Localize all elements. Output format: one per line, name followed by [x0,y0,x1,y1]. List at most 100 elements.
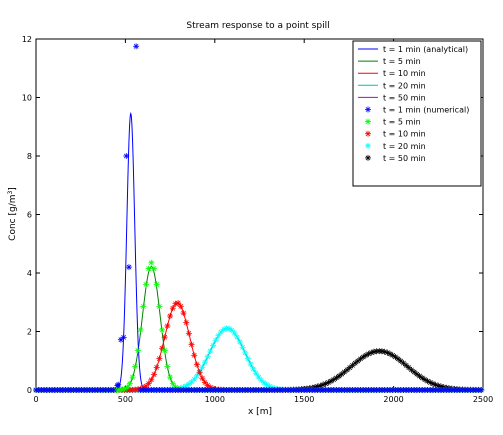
data-point-marker [242,349,249,356]
data-point-marker [185,330,192,337]
legend-label: t = 20 min [383,142,426,151]
y-tick-label: 10 [22,94,32,103]
data-point-marker [145,380,152,387]
x-tick-label: 2000 [383,395,403,404]
legend-label: t = 50 min [383,93,426,102]
y-tick-label: 4 [27,269,32,278]
data-point-marker [159,326,166,333]
data-point-marker [381,348,388,355]
legend-label: t = 10 min [383,69,426,78]
data-point-marker [145,265,152,272]
data-point-marker [156,303,163,310]
data-point-marker [175,300,182,307]
data-point-marker [151,371,158,378]
data-point-marker [123,153,130,159]
data-point-marker [252,370,259,377]
data-point-marker [239,344,246,351]
data-point-marker [244,355,251,362]
data-point-marker [218,329,225,336]
data-point-marker [167,312,174,319]
data-point-marker [148,376,155,383]
data-point-marker [231,330,238,337]
legend-label: t = 20 min [383,81,426,90]
x-tick-label: 500 [118,395,133,404]
y-axis-label-end: ] [8,187,18,191]
legend-marker-swatch [365,118,371,125]
data-point-marker [156,355,163,362]
data-point-marker [120,334,127,341]
legend-box [352,40,482,187]
legend-label: t = 5 min [383,118,421,127]
legend-item: t = 10 min [358,69,426,78]
data-point-marker [207,348,214,355]
legend-item: t = 5 min [358,57,421,66]
data-point-marker [196,369,203,376]
legend-item: t = 20 min [358,81,426,90]
data-point-marker [416,373,423,380]
data-point-marker [204,353,211,360]
y-tick-label: 2 [27,328,32,337]
marker-series [33,43,485,393]
series-markers [33,43,485,393]
legend-item: t = 1 min (analytical) [358,45,468,54]
x-tick-label: 1000 [205,395,225,404]
y-tick-label: 0 [27,386,32,395]
data-point-marker [236,338,243,345]
data-point-marker [247,360,254,367]
data-point-marker [210,342,217,349]
data-point-marker [153,281,160,288]
data-point-marker [183,319,190,326]
data-point-marker [212,337,219,344]
data-point-marker [164,363,171,370]
legend-item: t = 5 min [365,118,421,127]
data-point-marker [132,363,139,370]
data-point-marker [164,322,171,329]
data-point-marker [153,364,160,371]
x-tick-label: 0 [33,395,38,404]
data-point-marker [362,352,369,359]
data-point-marker [193,372,200,379]
data-point-marker [395,355,402,362]
legend-item: t = 50 min [365,154,426,163]
data-point-marker [140,303,147,310]
legend-item: t = 1 min (numerical) [365,106,469,115]
data-point-marker [167,374,174,381]
legend-label: t = 5 min [383,57,421,66]
data-point-marker [115,381,122,388]
y-axis-label: Conc [g/m3] [7,187,18,241]
data-point-marker [129,374,136,381]
legend-label: t = 50 min [383,154,426,163]
data-point-marker [432,381,439,388]
data-point-marker [161,347,168,354]
data-point-marker [161,334,168,341]
data-point-marker [199,364,206,371]
data-point-marker [250,365,257,372]
legend-label: t = 1 min (analytical) [383,45,468,54]
data-point-marker [169,380,176,387]
legend-marker-swatch [365,130,371,137]
data-point-marker [142,281,149,288]
legend-marker-swatch [365,154,371,161]
legend-item: t = 10 min [365,130,426,139]
data-point-marker [180,310,187,317]
data-point-marker [151,265,158,272]
legend: t = 1 min (analytical) t = 5 min t = 10 mi… [352,40,482,187]
data-point-marker [201,359,208,366]
legend-item: t = 50 min [358,93,426,102]
y-tick-label: 6 [27,211,32,220]
data-point-marker [110,387,117,393]
data-point-marker [177,303,184,310]
data-point-marker [134,347,141,354]
data-point-marker [215,332,222,339]
data-point-marker [199,375,206,382]
legend-label: t = 10 min [383,130,426,139]
legend-marker-swatch [365,106,371,113]
data-point-marker [193,361,200,368]
legend-marker-swatch [365,142,371,149]
data-point-marker [188,341,195,348]
data-point-marker [169,305,176,312]
data-point-marker [478,387,485,393]
data-point-marker [148,259,155,266]
